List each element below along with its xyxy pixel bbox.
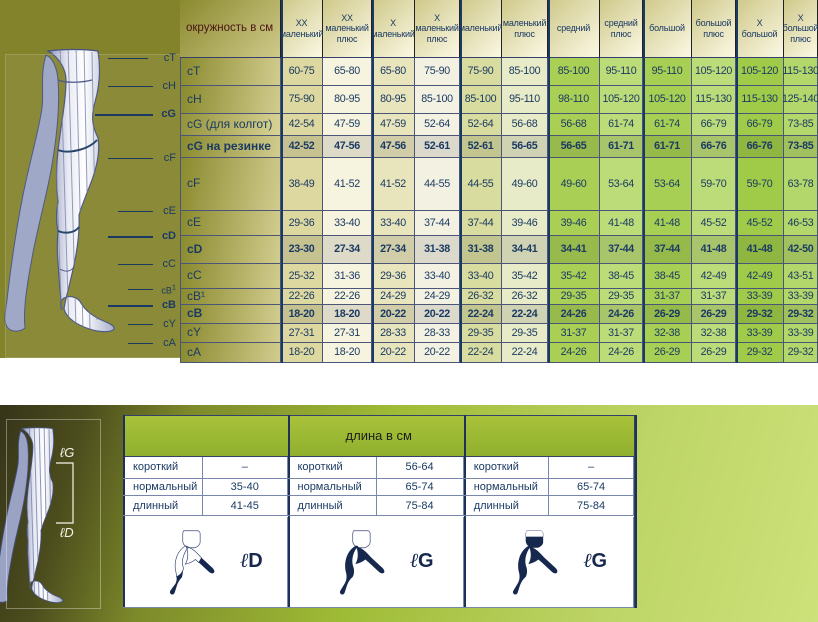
svg-text:ℓD: ℓD bbox=[60, 525, 74, 540]
svg-text:ℓG: ℓG bbox=[60, 445, 74, 460]
